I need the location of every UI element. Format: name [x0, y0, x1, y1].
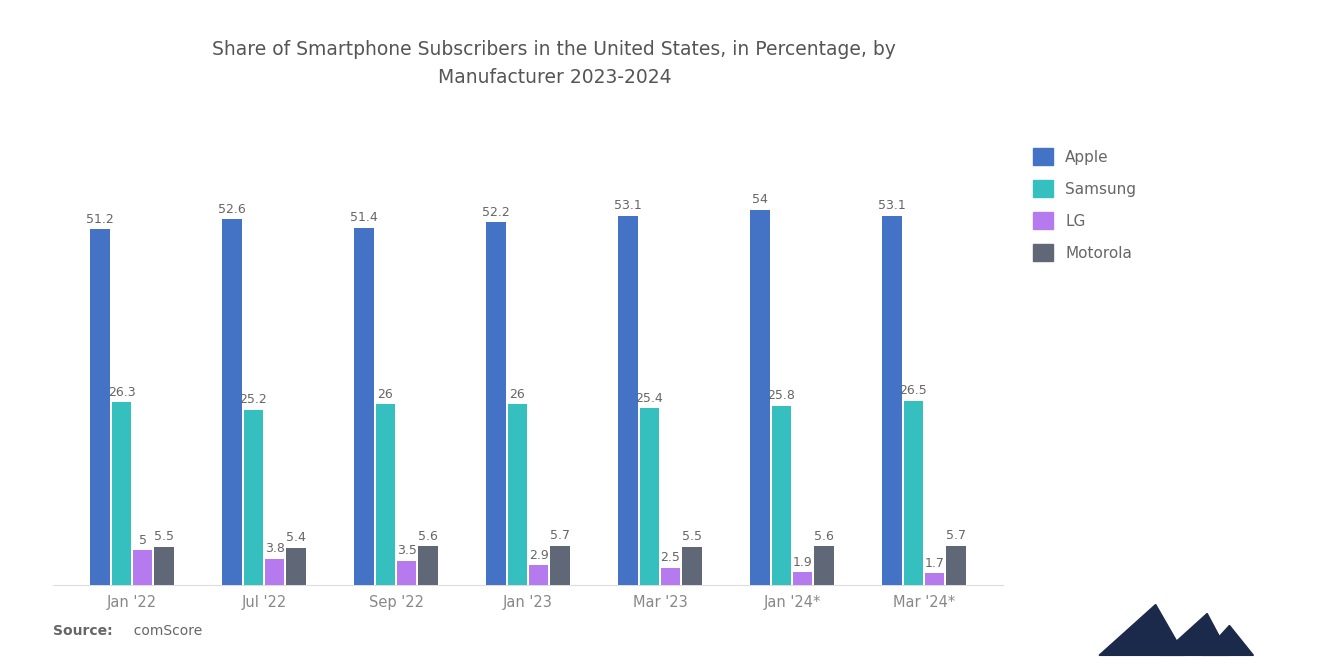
Text: 53.1: 53.1	[614, 200, 643, 212]
Text: 26: 26	[378, 388, 393, 401]
Bar	[376, 404, 396, 585]
Bar	[153, 547, 174, 585]
Bar	[397, 561, 417, 585]
Bar	[750, 209, 771, 585]
Bar	[550, 545, 570, 585]
Text: 53.1: 53.1	[878, 200, 907, 212]
Bar	[904, 401, 924, 585]
Text: 5.6: 5.6	[813, 530, 834, 543]
Text: 3.5: 3.5	[396, 545, 417, 557]
Bar	[925, 573, 945, 585]
Bar	[486, 222, 507, 585]
Bar	[661, 568, 681, 585]
Bar	[883, 215, 903, 585]
Text: 25.8: 25.8	[767, 389, 796, 402]
Bar	[111, 402, 132, 585]
Polygon shape	[1203, 625, 1254, 656]
Text: 25.4: 25.4	[635, 392, 664, 405]
Text: 5.5: 5.5	[681, 531, 702, 543]
Bar	[792, 572, 813, 585]
Text: 5.4: 5.4	[285, 531, 306, 544]
Bar	[286, 548, 306, 585]
Text: 2.5: 2.5	[660, 551, 681, 565]
Text: 51.4: 51.4	[350, 211, 379, 224]
Polygon shape	[1160, 613, 1229, 656]
Text: 5.7: 5.7	[549, 529, 570, 542]
Text: Share of Smartphone Subscribers in the United States, in Percentage, by
Manufact: Share of Smartphone Subscribers in the U…	[213, 40, 896, 87]
Text: 5.6: 5.6	[417, 530, 438, 543]
Bar	[640, 408, 660, 585]
Bar	[244, 410, 264, 585]
Text: 2.9: 2.9	[529, 549, 548, 561]
Text: 52.6: 52.6	[218, 203, 247, 215]
Text: 1.9: 1.9	[793, 555, 812, 569]
Text: 26: 26	[510, 388, 525, 401]
Text: 3.8: 3.8	[264, 542, 285, 555]
Text: 54: 54	[752, 193, 768, 206]
Text: 5.5: 5.5	[153, 531, 174, 543]
Bar	[618, 215, 639, 585]
Bar	[90, 229, 111, 585]
Bar	[265, 559, 285, 585]
Text: 5: 5	[139, 534, 147, 547]
Text: comScore: comScore	[125, 624, 203, 638]
Bar	[529, 565, 549, 585]
Bar	[132, 551, 153, 585]
Bar	[222, 219, 243, 585]
Text: Source:: Source:	[53, 624, 112, 638]
Bar	[418, 546, 438, 585]
Bar	[771, 406, 792, 585]
Text: 51.2: 51.2	[86, 213, 115, 225]
Text: 26.3: 26.3	[108, 386, 135, 399]
Text: 25.2: 25.2	[239, 394, 268, 406]
Legend: Apple, Samsung, LG, Motorola: Apple, Samsung, LG, Motorola	[1026, 140, 1143, 269]
Text: 1.7: 1.7	[924, 557, 945, 570]
Bar	[507, 404, 528, 585]
Text: 26.5: 26.5	[899, 384, 928, 398]
Text: 5.7: 5.7	[945, 529, 966, 542]
Bar	[814, 546, 834, 585]
Bar	[682, 547, 702, 585]
Text: 52.2: 52.2	[482, 205, 511, 219]
Bar	[355, 227, 375, 585]
Polygon shape	[1100, 604, 1185, 656]
Bar	[946, 545, 966, 585]
